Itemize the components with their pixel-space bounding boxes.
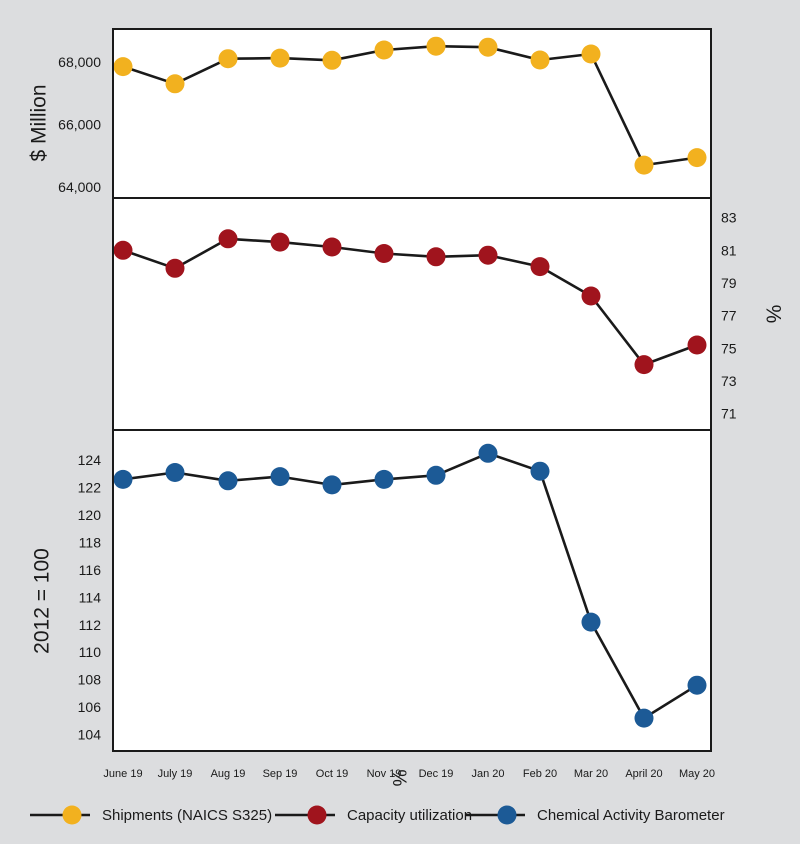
capacity-point-2 — [165, 258, 185, 278]
x-tick-label: Feb 20 — [523, 768, 557, 780]
shipments-point-5 — [322, 50, 342, 70]
x-tick-label: April 20 — [625, 768, 662, 780]
capacity-ytick-label: 83 — [721, 210, 737, 226]
capacity-point-10 — [581, 286, 601, 306]
capacity-ytick-label: 73 — [721, 373, 737, 389]
shipments-point-10 — [581, 44, 601, 64]
cab-point-9 — [530, 461, 550, 481]
cab-ytick-label: 106 — [78, 699, 102, 715]
shipments-point-1 — [113, 57, 133, 77]
capacity-point-7 — [426, 247, 446, 267]
cab-ytick-label: 124 — [78, 452, 102, 468]
cab-point-12 — [687, 675, 707, 695]
legend-label-1: Shipments (NAICS S325) — [102, 807, 272, 824]
capacity-point-6 — [374, 244, 394, 263]
cab-ytick-label: 122 — [78, 480, 102, 496]
capacity-point-5 — [322, 237, 342, 257]
capacity-ytick-label: 71 — [721, 406, 737, 422]
cab-ytick-label: 120 — [78, 507, 102, 523]
cab-point-1 — [113, 469, 133, 489]
cab-ytick-label: 108 — [78, 672, 102, 688]
shipments-line — [121, 44, 699, 167]
cab-ytick-label: 116 — [79, 562, 102, 578]
cab-ytick-label: 118 — [79, 534, 102, 550]
x-tick-label: Aug 19 — [211, 768, 246, 780]
shipments-point-4 — [270, 48, 290, 68]
capacity-point-8 — [478, 245, 498, 265]
cab-point-6 — [374, 469, 394, 489]
legend-label-2: Capacity utilization — [347, 807, 472, 824]
cab-ytick-label: 114 — [79, 589, 102, 605]
shipments-axis-title: $ Million — [28, 84, 51, 161]
x-tick-label: Jan 20 — [471, 768, 504, 780]
shipments-point-7 — [426, 36, 446, 56]
x-tick-label: Sep 19 — [263, 768, 298, 780]
capacity-point-4 — [270, 232, 290, 252]
cab-point-8 — [478, 443, 498, 463]
cab-point-5 — [322, 475, 342, 495]
capacity-point-9 — [530, 257, 550, 277]
stray-percent-label: % — [388, 770, 409, 787]
capacity-ytick-label: 75 — [721, 340, 737, 356]
x-tick-label: Dec 19 — [419, 768, 454, 780]
shipments-ytick-label: 68,000 — [58, 54, 101, 70]
x-tick-label: May 20 — [679, 768, 715, 780]
shipments-point-3 — [218, 49, 238, 69]
cab-point-11 — [634, 708, 654, 728]
shipments-point-11 — [634, 155, 654, 175]
cab-point-7 — [426, 465, 446, 485]
legend-marker-2 — [307, 805, 327, 825]
x-tick-label: Mar 20 — [574, 768, 608, 780]
legend-marker-3 — [497, 805, 517, 825]
cab-point-2 — [165, 463, 185, 482]
capacity-line — [121, 237, 699, 366]
capacity-point-1 — [113, 240, 133, 260]
capacity-axis-title: % — [761, 305, 784, 324]
x-tick-label: Nov 19 — [367, 768, 402, 780]
capacity-point-3 — [218, 229, 238, 249]
legend-marker-1 — [62, 805, 82, 825]
cab-point-3 — [218, 471, 238, 491]
cab-point-10 — [581, 612, 601, 632]
capacity-point-11 — [634, 355, 654, 375]
shipments-point-12 — [687, 148, 707, 168]
cab-axis-title: 2012 = 100 — [31, 548, 54, 654]
capacity-ytick-label: 79 — [721, 275, 737, 291]
capacity-point-12 — [687, 335, 707, 355]
legend-label-3: Chemical Activity Barometer — [537, 807, 725, 824]
x-tick-label: July 19 — [158, 768, 193, 780]
shipments-point-8 — [478, 37, 498, 57]
plot-background — [113, 29, 711, 751]
shipments-point-9 — [530, 50, 550, 70]
capacity-ytick-label: 77 — [721, 308, 737, 324]
shipments-point-6 — [374, 40, 394, 60]
panel-frame-3 — [112, 429, 712, 752]
cab-point-4 — [270, 467, 290, 487]
x-tick-label: June 19 — [103, 768, 142, 780]
cab-ytick-label: 110 — [79, 644, 102, 660]
cab-ytick-label: 112 — [79, 617, 102, 633]
capacity-ytick-label: 81 — [721, 242, 737, 258]
shipments-point-2 — [165, 74, 185, 94]
shipments-ytick-label: 66,000 — [58, 116, 101, 132]
shipments-ytick-label: 64,000 — [58, 179, 101, 195]
x-tick-label: Oct 19 — [316, 768, 348, 780]
cab-ytick-label: 104 — [78, 727, 102, 743]
